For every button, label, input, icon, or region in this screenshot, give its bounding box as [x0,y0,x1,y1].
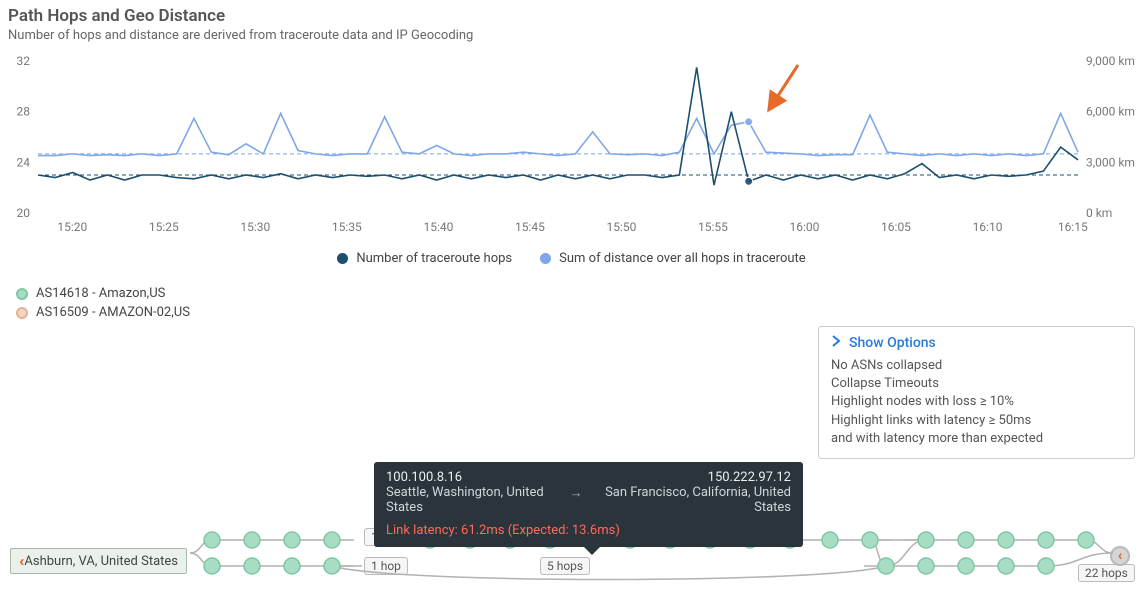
svg-text:15:20: 15:20 [57,220,87,234]
svg-text:15:55: 15:55 [698,220,728,234]
asn-legend-label: AS16509 - AMAZON-02,US [36,305,190,320]
svg-text:6,000 km: 6,000 km [1086,105,1135,119]
path-visualization: 100.100.8.16 Seattle, Washington, United… [0,462,1143,592]
tooltip-from-ip: 100.100.8.16 [386,470,560,485]
asn-legend-item[interactable]: AS16509 - AMAZON-02,US [16,305,1135,320]
svg-text:9,000 km: 9,000 km [1086,54,1135,68]
svg-text:16:15: 16:15 [1058,220,1088,234]
tooltip-to-ip: 150.222.97.12 [593,470,791,485]
hops-distance-chart[interactable]: 20 24 28 32 0 km 3,000 km 6,000 km 9,000 km 15:2… [8,53,1135,245]
chart-area: 20 24 28 32 0 km 3,000 km 6,000 km 9,000 km 15:2… [8,53,1135,245]
svg-text:32: 32 [17,54,31,68]
show-options-label: Show Options [849,335,936,351]
chart-title: Path Hops and Geo Distance [0,0,1143,26]
svg-text:15:30: 15:30 [240,220,270,234]
chart-subtitle: Number of hops and distance are derived … [0,26,1143,53]
legend-dot-distance [540,253,551,264]
svg-text:16:05: 16:05 [881,220,911,234]
asn-legend-label: AS14618 - Amazon,US [36,286,165,301]
link-tooltip: 100.100.8.16 Seattle, Washington, United… [374,462,803,547]
chevron-right-icon [831,335,841,351]
svg-text:24: 24 [17,155,31,169]
tooltip-to-location: San Francisco, California, United States [593,485,791,515]
asn-legend: AS14618 - Amazon,US AS16509 - AMAZON-02,… [16,286,1135,320]
tooltip-latency: Link latency: 61.2ms (Expected: 13.6ms) [386,523,791,538]
legend-hops[interactable]: Number of traceroute hops [337,251,512,266]
svg-text:16:00: 16:00 [790,220,820,234]
asn-color-icon [16,288,28,300]
asn-color-icon [16,307,28,319]
svg-text:0 km: 0 km [1086,206,1112,220]
svg-text:15:45: 15:45 [515,220,545,234]
options-line: Collapse Timeouts [831,375,1122,393]
legend-label-distance: Sum of distance over all hops in tracero… [559,251,806,266]
options-line: No ASNs collapsed [831,357,1122,375]
svg-text:16:10: 16:10 [973,220,1003,234]
arrow-right-icon: → [570,485,583,501]
legend-dot-hops [337,253,348,264]
legend-label-hops: Number of traceroute hops [356,251,512,266]
legend-distance[interactable]: Sum of distance over all hops in tracero… [540,251,806,266]
options-panel: Show Options No ASNs collapsedCollapse T… [818,326,1135,459]
options-line: Highlight nodes with loss ≥ 10% [831,393,1122,411]
svg-text:15:50: 15:50 [606,220,636,234]
svg-text:15:35: 15:35 [332,220,362,234]
svg-text:15:40: 15:40 [423,220,453,234]
chart-legend: Number of traceroute hops Sum of distanc… [0,251,1143,266]
options-line: Highlight links with latency ≥ 50ms [831,412,1122,430]
svg-text:20: 20 [17,206,31,220]
svg-text:28: 28 [17,105,31,119]
show-options-toggle[interactable]: Show Options [831,335,1122,351]
svg-text:3,000 km: 3,000 km [1086,155,1135,169]
options-line: and with latency more than expected [831,430,1122,448]
asn-legend-item[interactable]: AS14618 - Amazon,US [16,286,1135,301]
svg-text:15:25: 15:25 [149,220,179,234]
tooltip-from-location: Seattle, Washington, United States [386,485,560,515]
